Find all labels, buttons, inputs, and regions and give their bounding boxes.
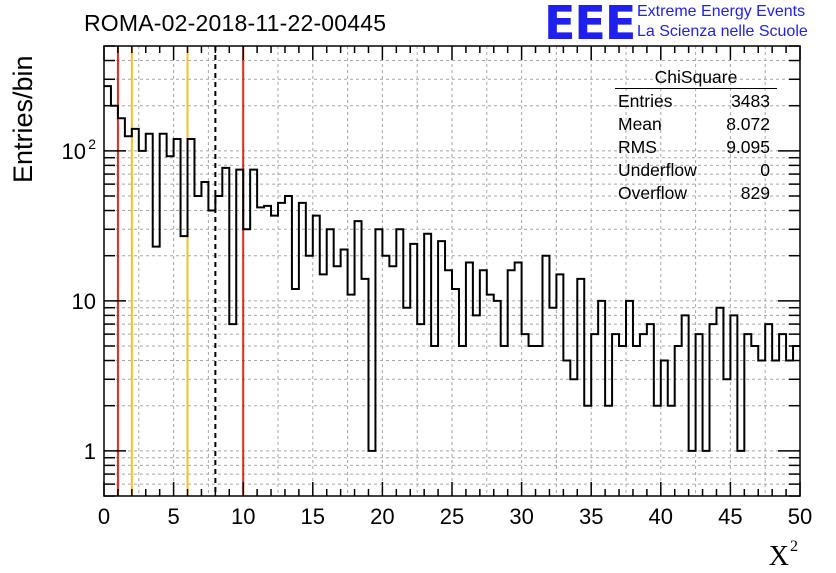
stats-label: Entries	[618, 91, 673, 111]
x-tick-label: 20	[370, 504, 394, 529]
stats-label: Underflow	[618, 160, 697, 180]
stats-value: 829	[740, 183, 770, 203]
x-tick-label: 45	[718, 504, 742, 529]
stats-value: 3483	[731, 91, 770, 111]
y-tick-label: 10	[62, 139, 86, 164]
x-axis-label: X2	[768, 538, 798, 572]
stats-value: 9.095	[726, 137, 770, 157]
x-tick-label: 50	[788, 504, 812, 529]
stats-label: Overflow	[618, 183, 688, 203]
x-tick-label: 5	[167, 504, 179, 529]
histogram-series	[104, 85, 800, 452]
stats-row: RMS 9.095	[611, 135, 777, 158]
stats-row: Underflow 0	[611, 158, 777, 181]
stats-label: RMS	[618, 137, 657, 157]
y-tick-label-exponent: 2	[88, 136, 96, 152]
axes-frame	[103, 45, 801, 497]
chart-title: ROMA-02-2018-11-22-00445	[84, 10, 387, 36]
x-tick-label: 25	[440, 504, 464, 529]
x-tick-label: 40	[649, 504, 673, 529]
stats-title: ChiSquare	[615, 65, 777, 89]
x-tick-label: 30	[509, 504, 533, 529]
x-tick-label: 35	[579, 504, 603, 529]
logo-line-1: Extreme Energy Events	[637, 3, 806, 20]
stats-box: ChiSquare Entries 3483 Mean 8.072 RMS 9.095…	[611, 65, 777, 204]
vertical-marker-lines	[116, 46, 245, 496]
eee-logo: EEE	[544, 0, 636, 50]
x-tick-label: 0	[98, 504, 110, 529]
histogram-line	[104, 85, 800, 452]
stats-row: Mean 8.072	[611, 112, 777, 135]
x-tick-label: 10	[231, 504, 255, 529]
stats-value: 8.072	[726, 114, 770, 134]
y-axis-label: Entries/bin	[8, 55, 38, 183]
y-tick-label: 10	[72, 289, 96, 314]
y-tick-label: 1	[84, 439, 96, 464]
stats-row: Entries 3483	[611, 89, 777, 112]
logo-line-2: La Scienza nelle Scuole	[637, 23, 808, 40]
stats-value: 0	[760, 160, 770, 180]
stats-label: Mean	[618, 114, 662, 134]
x-tick-label: 15	[301, 504, 325, 529]
stats-row: Overflow 829	[611, 181, 777, 204]
